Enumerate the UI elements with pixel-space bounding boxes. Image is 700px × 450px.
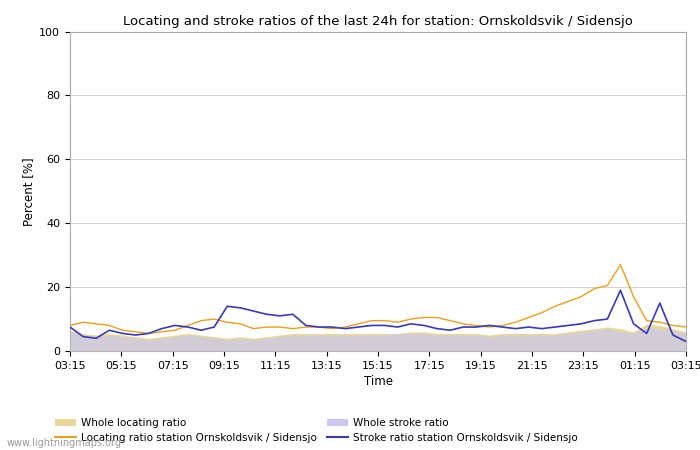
Title: Locating and stroke ratios of the last 24h for station: Ornskoldsvik / Sidensjo: Locating and stroke ratios of the last 2… xyxy=(123,14,633,27)
Y-axis label: Percent [%]: Percent [%] xyxy=(22,157,35,225)
Legend: Whole locating ratio, Locating ratio station Ornskoldsvik / Sidensjo, Whole stro: Whole locating ratio, Locating ratio sta… xyxy=(50,414,582,447)
Text: www.lightningmaps.org: www.lightningmaps.org xyxy=(7,438,122,448)
X-axis label: Time: Time xyxy=(363,375,393,388)
